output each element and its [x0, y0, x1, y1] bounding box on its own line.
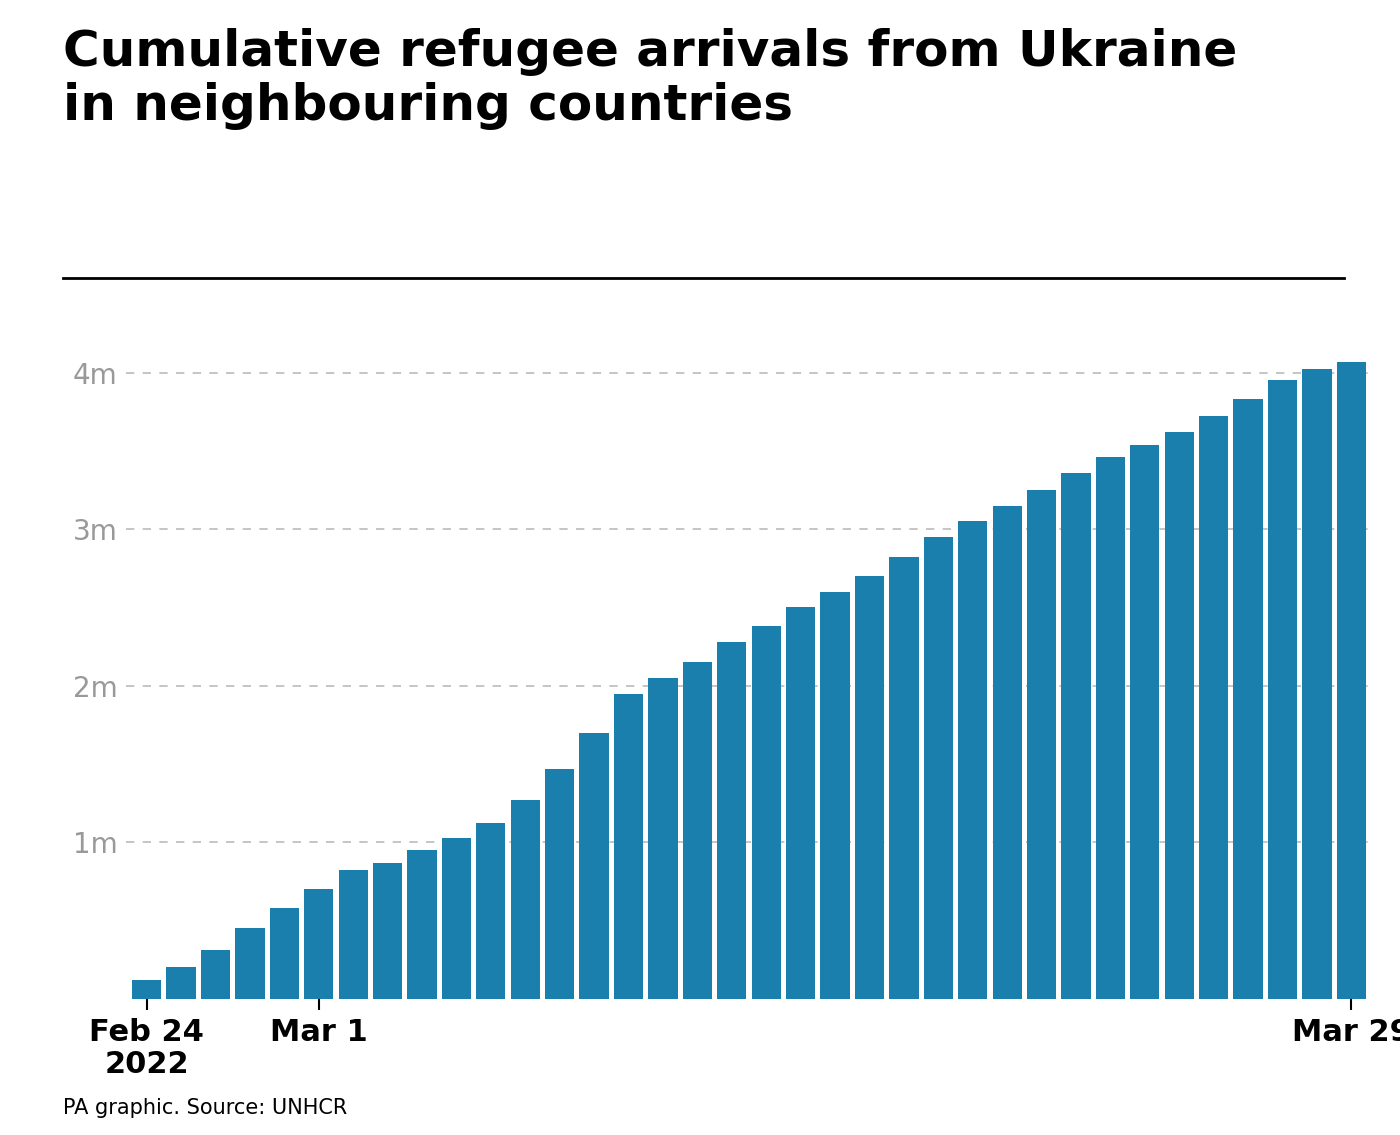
Bar [235, 928, 265, 999]
Bar [683, 662, 713, 999]
Bar [545, 768, 574, 999]
Bar [1061, 473, 1091, 999]
Bar [372, 863, 402, 999]
Bar [717, 642, 746, 999]
Bar [648, 678, 678, 999]
Bar [1096, 457, 1126, 999]
Bar [958, 521, 987, 999]
Bar [615, 693, 643, 999]
Bar [304, 889, 333, 999]
Text: Cumulative refugee arrivals from Ukraine
in neighbouring countries: Cumulative refugee arrivals from Ukraine… [63, 28, 1238, 131]
Bar [820, 591, 850, 999]
Bar [924, 537, 953, 999]
Bar [1233, 400, 1263, 999]
Bar [855, 577, 883, 999]
Bar [993, 506, 1022, 999]
Bar [1165, 432, 1194, 999]
Bar [1198, 417, 1228, 999]
Bar [1130, 445, 1159, 999]
Bar [511, 800, 540, 999]
Bar [407, 850, 437, 999]
Text: PA graphic. Source: UNHCR: PA graphic. Source: UNHCR [63, 1098, 347, 1118]
Bar [1302, 370, 1331, 999]
Bar [1028, 490, 1056, 999]
Bar [132, 980, 161, 999]
Bar [1337, 362, 1366, 999]
Bar [200, 950, 230, 999]
Bar [339, 871, 368, 999]
Bar [752, 627, 781, 999]
Bar [785, 607, 815, 999]
Bar [1268, 380, 1298, 999]
Bar [442, 838, 470, 999]
Bar [167, 967, 196, 999]
Bar [580, 733, 609, 999]
Bar [476, 824, 505, 999]
Bar [889, 557, 918, 999]
Bar [270, 908, 300, 999]
